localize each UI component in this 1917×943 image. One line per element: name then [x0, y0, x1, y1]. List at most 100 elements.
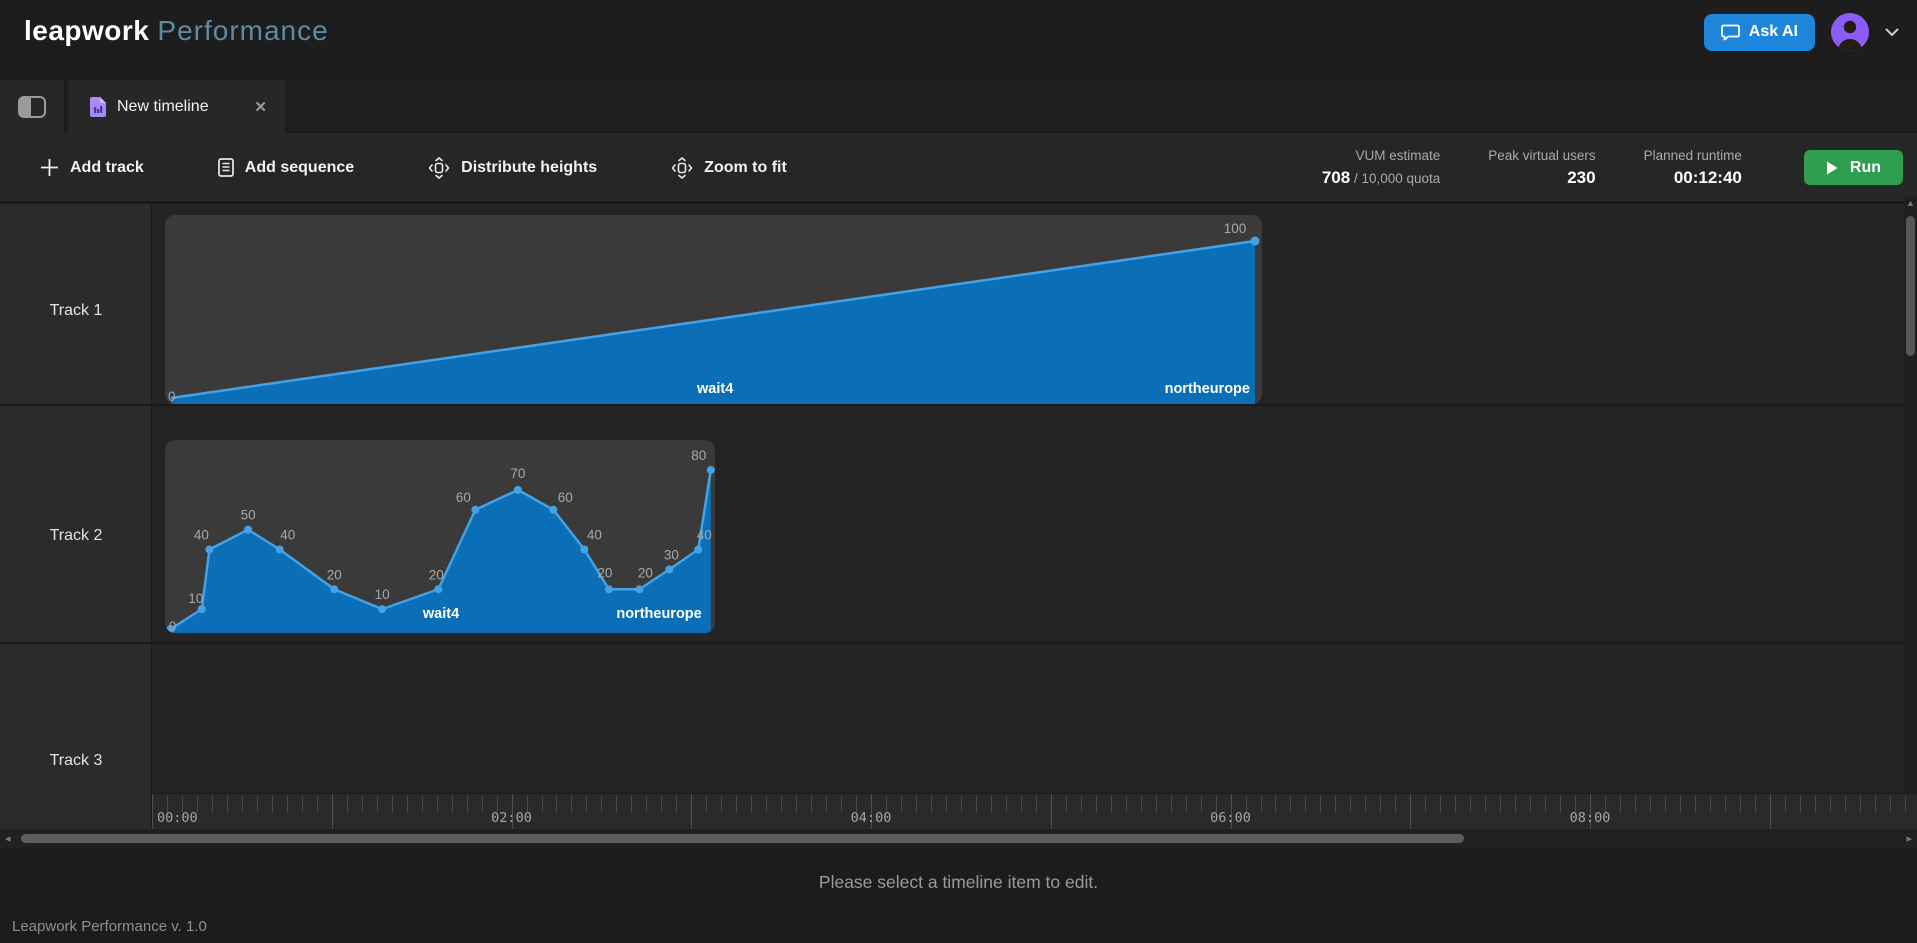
- ruler-minor-tick: [316, 796, 318, 812]
- toolbar-stats: VUM estimate 708 / 10,000 quota Peak vir…: [1322, 133, 1903, 202]
- select-item-hint: Please select a timeline item to edit.: [818, 872, 1099, 892]
- ruler-minor-tick: [1155, 796, 1157, 812]
- tab-bar: New timeline ✕: [0, 80, 1917, 133]
- ruler-minor-tick: [1829, 796, 1831, 812]
- avatar[interactable]: [1831, 13, 1869, 51]
- ruler-minor-tick: [1664, 796, 1666, 812]
- ruler-hour-line: [1590, 794, 1591, 829]
- ruler-minor-tick: [930, 796, 932, 812]
- vertical-scrollbar-thumb[interactable]: [1906, 216, 1915, 356]
- stat-label: VUM estimate: [1355, 147, 1441, 163]
- svg-text:40: 40: [280, 528, 295, 543]
- ruler-minor-tick: [1125, 796, 1127, 812]
- ruler-hour-line: [691, 794, 693, 829]
- run-label: Run: [1849, 158, 1881, 176]
- run-button[interactable]: Run: [1803, 150, 1903, 185]
- track-label-column: [0, 202, 152, 829]
- track-1-label: Track 1: [49, 302, 103, 319]
- ruler-minor-tick: [856, 796, 857, 812]
- ruler-hour-line: [1769, 794, 1771, 829]
- ask-ai-button[interactable]: Ask AI: [1703, 13, 1815, 51]
- ruler-minor-tick: [1380, 796, 1382, 812]
- ask-ai-label: Ask AI: [1748, 23, 1798, 40]
- ruler-minor-tick: [1605, 796, 1606, 812]
- ruler-time-label: 04:00: [850, 810, 892, 826]
- scroll-left-arrow-icon[interactable]: ◂: [5, 833, 11, 845]
- ruler-minor-tick: [1649, 796, 1651, 812]
- ruler-minor-tick: [1844, 796, 1846, 812]
- ruler-minor-tick: [661, 796, 663, 812]
- ruler-minor-tick: [975, 796, 977, 812]
- svg-text:70: 70: [510, 466, 525, 481]
- toolbar: Add track Add sequence: [0, 133, 1917, 202]
- ruler-minor-tick: [1709, 796, 1711, 812]
- ruler-minor-tick: [1530, 796, 1532, 812]
- ruler-minor-tick: [1365, 796, 1367, 812]
- add-sequence-button[interactable]: Add sequence: [217, 158, 355, 177]
- svg-text:20: 20: [327, 567, 342, 582]
- ruler-minor-tick: [646, 796, 648, 812]
- ruler-minor-tick: [286, 796, 288, 812]
- chevron-down-icon[interactable]: [1885, 28, 1899, 37]
- ruler-minor-tick: [1080, 796, 1082, 812]
- add-track-button[interactable]: Add track: [40, 158, 144, 177]
- zoom-to-fit-label: Zoom to fit: [704, 158, 787, 176]
- ruler-minor-tick: [1395, 796, 1397, 812]
- track-3-label: Track 3: [49, 752, 103, 769]
- ruler-minor-tick: [1634, 796, 1636, 812]
- zoom-to-fit-button[interactable]: Zoom to fit: [671, 156, 787, 179]
- ruler-minor-tick: [167, 796, 168, 812]
- ruler-minor-tick: [960, 796, 962, 812]
- ruler-minor-tick: [182, 796, 183, 812]
- ruler-time-label: 06:00: [1210, 810, 1251, 826]
- ruler-minor-tick: [676, 796, 678, 812]
- ruler-time-label: 00:00: [157, 810, 198, 826]
- ruler-minor-tick: [466, 796, 468, 812]
- vertical-scrollbar[interactable]: ▲ ▼: [1904, 196, 1917, 829]
- ruler-minor-tick: [1754, 796, 1756, 812]
- svg-text:60: 60: [456, 490, 471, 505]
- stat-suffix: / 10,000 quota: [1350, 170, 1441, 186]
- ruler-hour-line: [1050, 794, 1052, 829]
- ruler-minor-tick: [1799, 796, 1801, 812]
- svg-text:10: 10: [375, 587, 390, 602]
- ruler-minor-tick: [1245, 796, 1247, 812]
- ruler-minor-tick: [1260, 796, 1262, 812]
- track-2-ramp-chart[interactable]: 0 10 40 50 40 20 10 20 60 70 60 40 20 20 30 40 80 wait4 no…: [165, 440, 715, 633]
- logo-leapwork: leapwork: [24, 15, 150, 46]
- ruler-minor-tick: [256, 796, 258, 812]
- ruler-minor-tick: [1320, 796, 1322, 812]
- row-separator: [0, 642, 1917, 644]
- ruler-minor-tick: [990, 796, 992, 812]
- ruler-minor-tick: [1560, 796, 1561, 812]
- ruler-minor-tick: [391, 796, 393, 812]
- ruler-minor-tick: [631, 796, 633, 812]
- ruler-minor-tick: [781, 796, 783, 812]
- add-track-label: Add track: [70, 158, 144, 176]
- add-sequence-label: Add sequence: [244, 158, 355, 176]
- sidebar-toggle-button[interactable]: [0, 80, 66, 133]
- horizontal-scrollbar-thumb[interactable]: [21, 834, 1464, 843]
- horizontal-scrollbar[interactable]: ◂ ▸: [0, 829, 1917, 848]
- ruler-minor-tick: [1904, 796, 1906, 812]
- chat-bubble-icon: [1720, 24, 1740, 41]
- scroll-right-arrow-icon[interactable]: ▸: [1906, 833, 1912, 845]
- ruler-minor-tick: [721, 796, 723, 812]
- ruler-minor-tick: [271, 796, 273, 812]
- ruler-minor-tick: [451, 796, 453, 812]
- row-separator: [0, 202, 1917, 204]
- distribute-heights-button[interactable]: Distribute heights: [428, 156, 597, 179]
- time-ruler[interactable]: 00:00 02:00 04:00 06:00 08:00: [152, 793, 1917, 829]
- stat-value: 230: [1567, 167, 1596, 187]
- tab-close-icon[interactable]: ✕: [254, 98, 267, 116]
- ruler-minor-tick: [1455, 796, 1457, 812]
- tab-new-timeline[interactable]: New timeline ✕: [68, 80, 287, 133]
- track-1-ramp-chart[interactable]: 0 100 wait4 northeurope: [165, 215, 1262, 404]
- svg-text:northeurope: northeurope: [616, 606, 701, 622]
- ruler-minor-tick: [945, 796, 947, 812]
- ruler-minor-tick: [226, 796, 228, 812]
- app-logo: leapwork Performance: [24, 10, 329, 52]
- ruler-minor-tick: [1425, 796, 1427, 812]
- scroll-up-arrow-icon[interactable]: ▲: [1906, 198, 1915, 208]
- svg-text:northeurope: northeurope: [1165, 381, 1250, 397]
